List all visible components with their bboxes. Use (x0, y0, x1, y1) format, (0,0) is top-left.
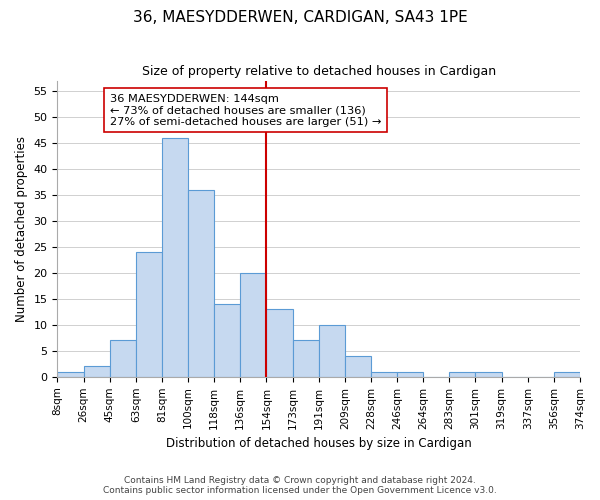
Text: 36, MAESYDDERWEN, CARDIGAN, SA43 1PE: 36, MAESYDDERWEN, CARDIGAN, SA43 1PE (133, 10, 467, 25)
Bar (397, 372, 423, 377)
Bar (293, 340, 319, 377)
Bar (449, 372, 475, 377)
Bar (371, 372, 397, 377)
Bar (345, 356, 371, 377)
Bar (266, 310, 293, 377)
Bar (58, 372, 83, 377)
Text: Contains HM Land Registry data © Crown copyright and database right 2024.
Contai: Contains HM Land Registry data © Crown c… (103, 476, 497, 495)
Bar (162, 138, 188, 377)
Bar (83, 366, 110, 377)
Y-axis label: Number of detached properties: Number of detached properties (15, 136, 28, 322)
Bar (110, 340, 136, 377)
X-axis label: Distribution of detached houses by size in Cardigan: Distribution of detached houses by size … (166, 437, 472, 450)
Bar (241, 273, 266, 377)
Bar (319, 325, 345, 377)
Bar (188, 190, 214, 377)
Bar (214, 304, 241, 377)
Bar (554, 372, 580, 377)
Title: Size of property relative to detached houses in Cardigan: Size of property relative to detached ho… (142, 65, 496, 78)
Bar (136, 252, 162, 377)
Bar (475, 372, 502, 377)
Text: 36 MAESYDDERWEN: 144sqm
← 73% of detached houses are smaller (136)
27% of semi-d: 36 MAESYDDERWEN: 144sqm ← 73% of detache… (110, 94, 381, 126)
